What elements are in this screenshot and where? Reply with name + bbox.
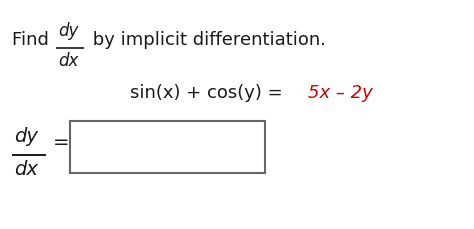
Text: sin(x) + cos(y) =: sin(x) + cos(y) = (130, 84, 288, 101)
Text: dx: dx (58, 52, 78, 70)
Text: dy: dy (14, 126, 38, 145)
FancyBboxPatch shape (70, 121, 265, 173)
Text: dy: dy (58, 22, 78, 40)
Text: 5x – 2y: 5x – 2y (308, 84, 373, 101)
Text: dx: dx (14, 159, 38, 178)
Text: =: = (53, 132, 70, 151)
Text: by implicit differentiation.: by implicit differentiation. (87, 31, 326, 49)
Text: Find: Find (12, 31, 55, 49)
